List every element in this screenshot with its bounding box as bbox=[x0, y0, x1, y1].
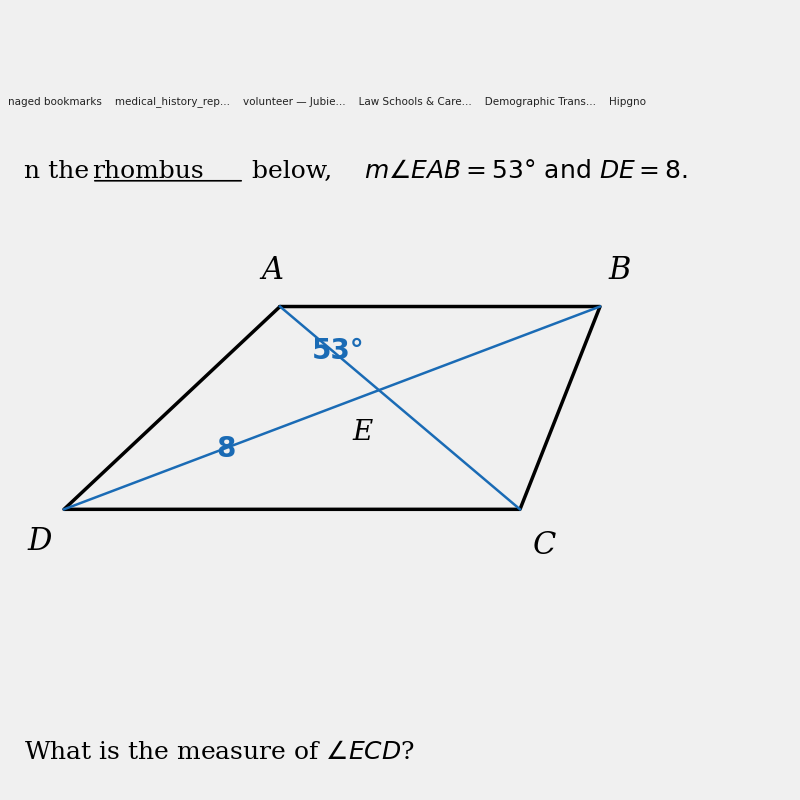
Text: $m\angle EAB = 53°\ \mathrm{and}\ DE = 8.$: $m\angle EAB = 53°\ \mathrm{and}\ DE = 8… bbox=[364, 159, 688, 183]
Text: rhombus: rhombus bbox=[92, 160, 204, 183]
Text: n the: n the bbox=[24, 160, 97, 183]
Text: B: B bbox=[609, 255, 631, 286]
Text: naged bookmarks    medical_history_rep...    volunteer — Jubie...    Law Schools: naged bookmarks medical_history_rep... v… bbox=[8, 97, 646, 107]
Text: E: E bbox=[352, 419, 372, 446]
Text: What is the measure of $\angle ECD$?: What is the measure of $\angle ECD$? bbox=[24, 741, 415, 764]
Text: D: D bbox=[28, 526, 52, 558]
Text: below,: below, bbox=[244, 160, 340, 183]
Text: A: A bbox=[261, 255, 283, 286]
Text: C: C bbox=[532, 530, 556, 561]
Text: 8: 8 bbox=[216, 435, 236, 463]
Text: 53°: 53° bbox=[312, 337, 365, 365]
